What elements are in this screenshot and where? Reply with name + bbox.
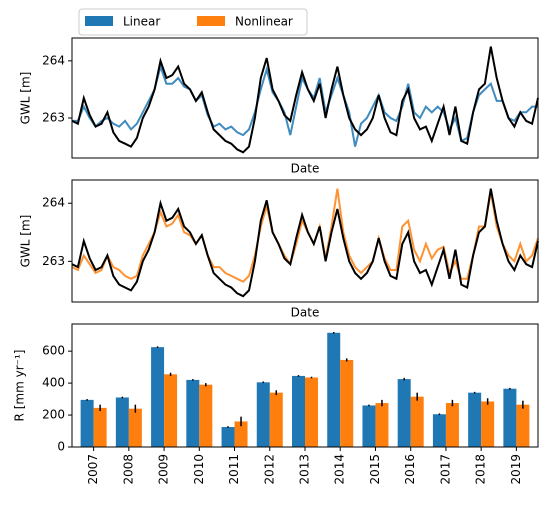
bar [481, 401, 495, 447]
x-tick-label: 2014 [333, 454, 347, 485]
x-tick-label: 2018 [474, 454, 488, 485]
x-tick-label: 2009 [157, 454, 171, 485]
bar [269, 392, 283, 447]
bar [186, 379, 200, 447]
bar [375, 403, 389, 447]
y-tick-label: 0 [57, 440, 65, 454]
y-tick-label: 400 [42, 376, 65, 390]
bar [292, 375, 305, 447]
bar [256, 382, 270, 447]
bar [410, 396, 424, 447]
bar [362, 405, 376, 447]
legend-label: Nonlinear [235, 15, 293, 29]
legend-swatch [197, 16, 225, 26]
bar [115, 397, 129, 447]
x-tick-label: 2017 [438, 454, 452, 485]
y-axis-label: R [mm yr⁻¹] [13, 350, 27, 422]
x-tick-label: 2012 [262, 454, 276, 485]
x-tick-label: 2013 [298, 454, 312, 485]
line-series [71, 46, 539, 154]
bar [503, 388, 517, 447]
bar [199, 384, 213, 447]
x-tick-label: 2008 [121, 454, 135, 485]
bar [234, 421, 248, 447]
bar [340, 359, 354, 447]
bar [516, 404, 530, 447]
x-tick-label: 2007 [86, 454, 100, 485]
line-series [71, 188, 539, 298]
bar [432, 414, 446, 447]
bar [221, 427, 235, 447]
bar [468, 392, 482, 447]
x-axis-label: Date [291, 162, 320, 176]
bar [327, 332, 341, 447]
bar [93, 407, 107, 447]
legend-label: Linear [123, 15, 160, 29]
x-tick-label: 2016 [403, 454, 417, 485]
x-tick-label: 2019 [509, 454, 523, 485]
bar [164, 374, 178, 447]
y-tick-label: 200 [42, 408, 65, 422]
y-axis-label: GWL [m] [19, 215, 33, 268]
y-tick-label: 264 [42, 53, 65, 67]
bar [128, 408, 142, 447]
y-tick-label: 264 [42, 196, 65, 210]
x-tick-label: 2015 [368, 454, 382, 485]
y-tick-label: 263 [42, 254, 65, 268]
plot-frame [71, 179, 539, 303]
bar [151, 347, 165, 447]
legend-swatch [85, 16, 113, 26]
y-tick-label: 600 [42, 344, 65, 358]
x-tick-label: 2011 [227, 454, 241, 485]
plot-frame [71, 323, 539, 448]
x-axis-label: Date [291, 306, 320, 320]
plot-frame [71, 37, 539, 159]
bar [397, 379, 411, 447]
bar [445, 403, 459, 447]
legend-frame [78, 8, 308, 36]
x-tick-label: 2010 [192, 454, 206, 485]
y-tick-label: 263 [42, 111, 65, 125]
bar [305, 377, 318, 447]
y-axis-label: GWL [m] [19, 72, 33, 125]
bar [80, 399, 94, 447]
